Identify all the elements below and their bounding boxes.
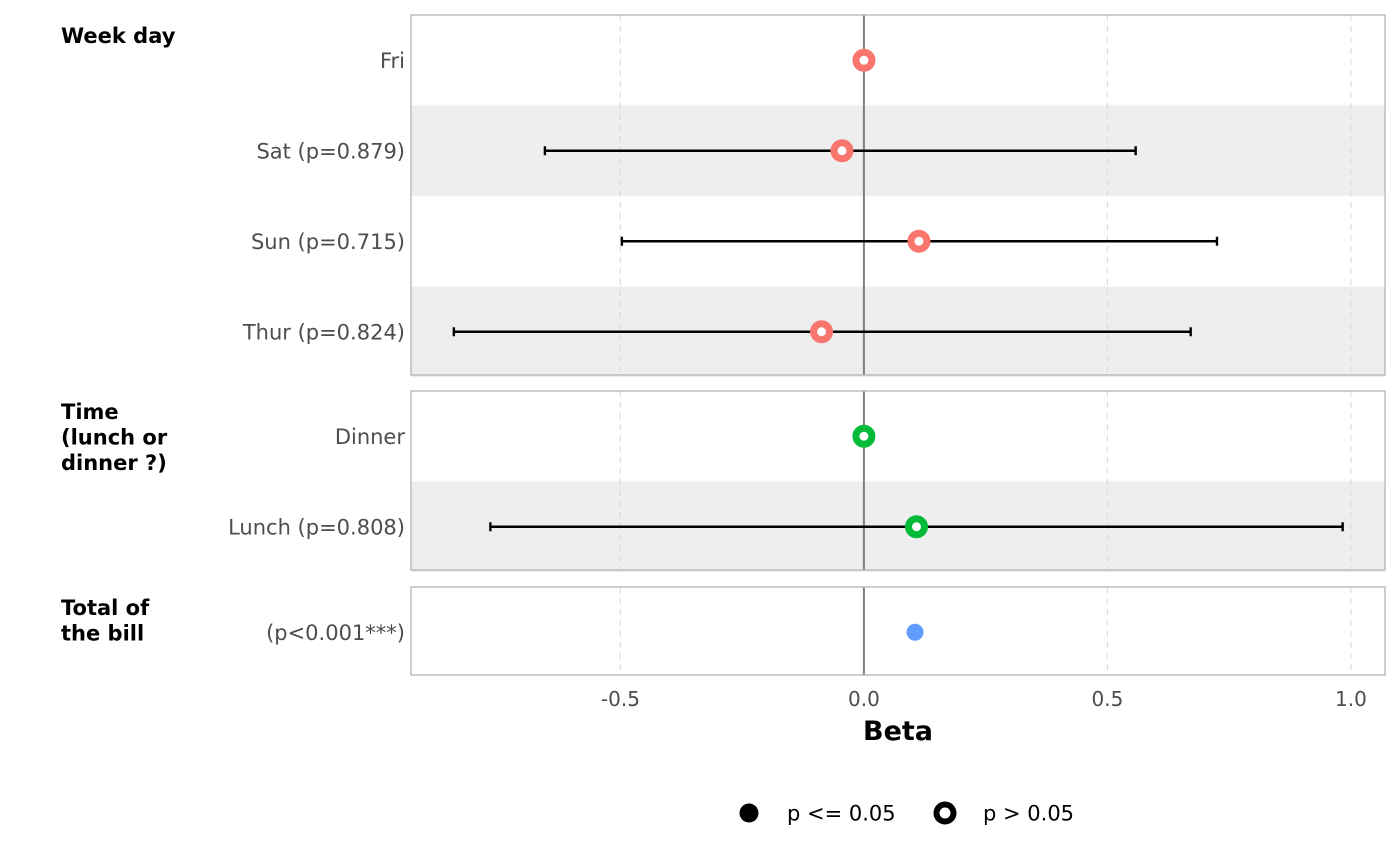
x-tick-label: -0.5	[601, 687, 640, 711]
row-label: Sat (p=0.879)	[256, 139, 405, 163]
legend-label: p > 0.05	[983, 802, 1074, 826]
group-panel-0: Week day Fri Sat (p=0.879) Sun (p=0.715) Thu…	[61, 14, 1386, 377]
panel-border	[410, 586, 1386, 676]
legend-label: p <= 0.05	[787, 802, 896, 826]
group-title: Total of the bill	[61, 596, 150, 646]
row-label: Sun (p=0.715)	[251, 230, 405, 254]
row-label: Fri	[380, 49, 405, 73]
point-estimate	[810, 320, 834, 344]
point-estimate	[852, 424, 876, 448]
x-tick-label: 0.5	[1092, 687, 1124, 711]
row-label: Lunch (p=0.808)	[228, 515, 405, 539]
point-estimate	[830, 139, 854, 163]
group-title: Time (lunch or dinner ?)	[61, 400, 168, 475]
panel-border	[410, 390, 1386, 571]
row-label: (p<0.001***)	[266, 621, 405, 645]
point-estimate	[906, 623, 924, 641]
row-label: Thur (p=0.824)	[242, 320, 405, 344]
legend-hollow-marker	[933, 801, 957, 825]
group-panel-1: Time (lunch or dinner ?) Dinner Lunch (p=0.8…	[61, 390, 1386, 572]
legend-filled-marker	[739, 803, 759, 823]
x-tick-label: 1.0	[1335, 687, 1367, 711]
group-title: Week day	[61, 24, 176, 48]
group-panel-2: Total of the bill (p<0.001***)	[61, 586, 1386, 676]
point-estimate	[907, 229, 931, 253]
x-tick-label: 0.0	[848, 687, 880, 711]
x-axis-title: Beta	[863, 716, 933, 747]
legend: p <= 0.05 p > 0.05	[739, 801, 1074, 826]
point-estimate	[852, 48, 876, 72]
panel-border	[410, 14, 1386, 376]
row-label: Dinner	[335, 425, 406, 449]
point-estimate	[905, 515, 929, 539]
